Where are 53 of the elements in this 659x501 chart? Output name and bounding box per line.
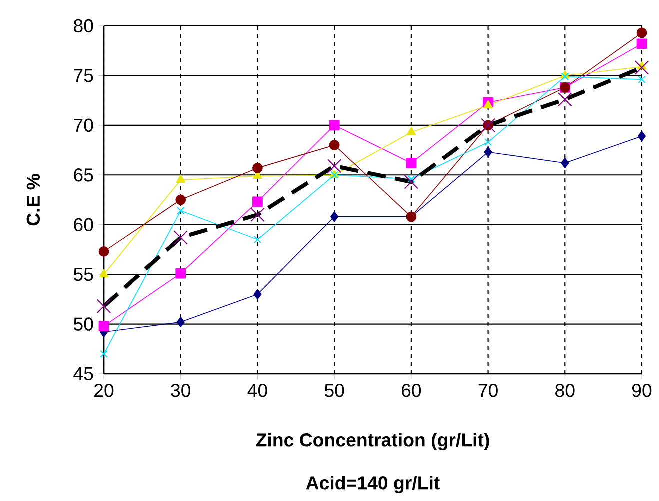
point — [638, 131, 646, 142]
y-tick-label: 80 — [74, 19, 94, 33]
point — [638, 76, 646, 84]
x-tick-label: 50 — [324, 384, 344, 398]
point — [406, 158, 417, 168]
point — [634, 60, 650, 75]
point — [176, 317, 185, 328]
point — [408, 175, 416, 183]
point — [329, 120, 340, 131]
y-tick-label: 65 — [74, 168, 94, 182]
y-axis-title: C.E % — [26, 174, 40, 226]
y-tick-label: 75 — [74, 69, 94, 82]
point — [100, 350, 108, 358]
point — [99, 269, 109, 278]
point — [177, 207, 185, 215]
x-tick-label: 30 — [171, 384, 191, 398]
point — [329, 140, 340, 151]
point — [252, 162, 263, 174]
text: Acid=140 gr/Lit — [306, 476, 440, 494]
x-tick-label: 60 — [402, 384, 422, 398]
point — [252, 196, 263, 208]
point — [327, 159, 342, 174]
point — [254, 289, 262, 300]
point — [330, 212, 339, 222]
point — [636, 38, 648, 50]
point — [484, 100, 493, 108]
point — [484, 147, 492, 158]
point — [558, 92, 572, 107]
point — [561, 158, 570, 168]
point — [250, 208, 265, 222]
y-tick-label: 60 — [74, 218, 94, 232]
point — [484, 138, 492, 146]
point — [98, 321, 110, 332]
point — [176, 268, 186, 279]
point — [254, 236, 262, 244]
point — [406, 127, 416, 136]
x-tick-label: 90 — [632, 384, 652, 398]
x-tick-label: 40 — [248, 384, 268, 398]
point — [404, 174, 419, 190]
point — [636, 28, 648, 38]
point — [174, 230, 188, 245]
y-tick-label: 55 — [74, 268, 94, 282]
point — [176, 194, 186, 206]
y-tick-label: 50 — [74, 318, 94, 331]
point — [98, 246, 110, 257]
y-tick-label: 45 — [74, 367, 94, 381]
point — [176, 174, 186, 183]
x-axis-title: Zinc Concentration (gr/Lit) — [256, 433, 490, 451]
x-tick-label: 80 — [556, 384, 575, 398]
y-tick-label: 70 — [74, 118, 94, 132]
x-tick-label: 20 — [94, 384, 114, 398]
point — [96, 299, 112, 314]
x-tick-label: 70 — [478, 384, 498, 398]
